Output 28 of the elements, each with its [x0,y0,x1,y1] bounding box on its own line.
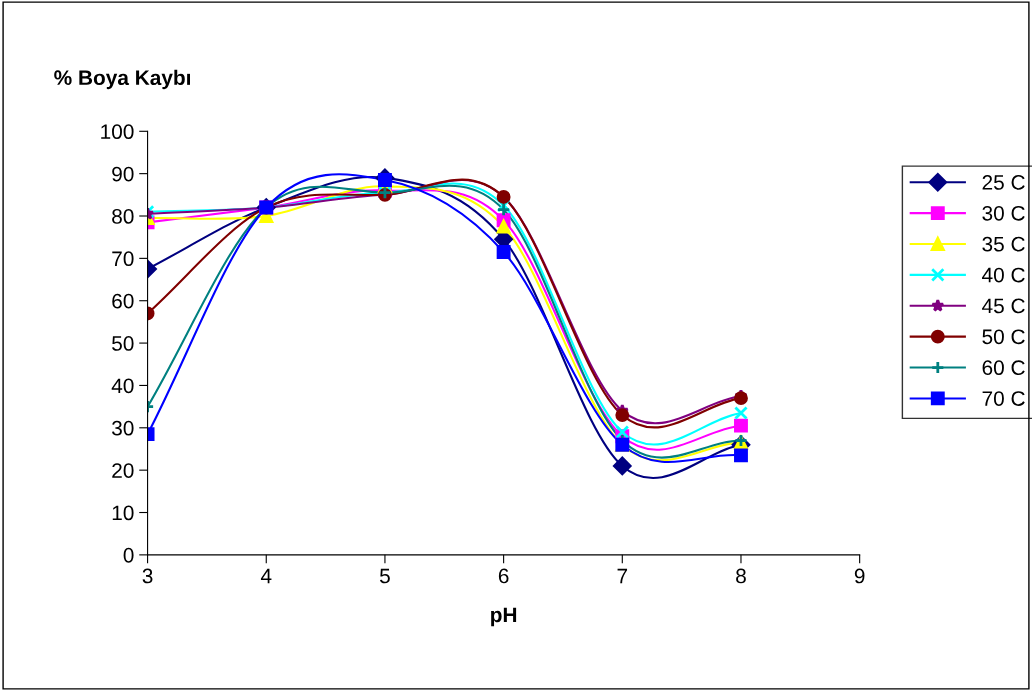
y-tick-label: 0 [123,547,134,563]
y-tick-label: 10 [112,505,134,521]
x-tick-label: 5 [379,568,390,584]
x-tick-label: 3 [142,568,153,584]
legend-label: 60 C [982,360,1025,376]
y-tick-label: 60 [112,293,134,309]
legend-label: 25 C [982,175,1025,190]
legend-label: 35 C [982,236,1025,252]
y-tick-label: 30 [112,420,134,436]
legend-label: 70 C [982,391,1025,406]
x-tick-label: 8 [736,568,746,584]
y-tick-label: 90 [112,166,134,182]
y-tick-label: 20 [112,463,134,478]
x-tick-label: 4 [260,568,272,584]
y-axis-title: % Boya Kaybı [54,69,190,90]
legend-label: 40 C [982,267,1025,283]
x-tick-label: 6 [498,568,509,584]
y-tick-label: 80 [112,209,134,224]
y-tick-label: 100 [101,124,134,140]
legend-label: 30 C [982,205,1025,221]
y-tick-label: 50 [112,336,134,351]
y-tick-label: 70 [112,251,134,267]
legend-label: 45 C [982,298,1025,314]
x-axis-title: pH [491,607,517,627]
x-tick-label: 7 [617,568,628,584]
legend-label: 50 C [982,329,1025,345]
y-tick-label: 40 [111,378,134,394]
x-tick-label: 9 [854,568,865,584]
